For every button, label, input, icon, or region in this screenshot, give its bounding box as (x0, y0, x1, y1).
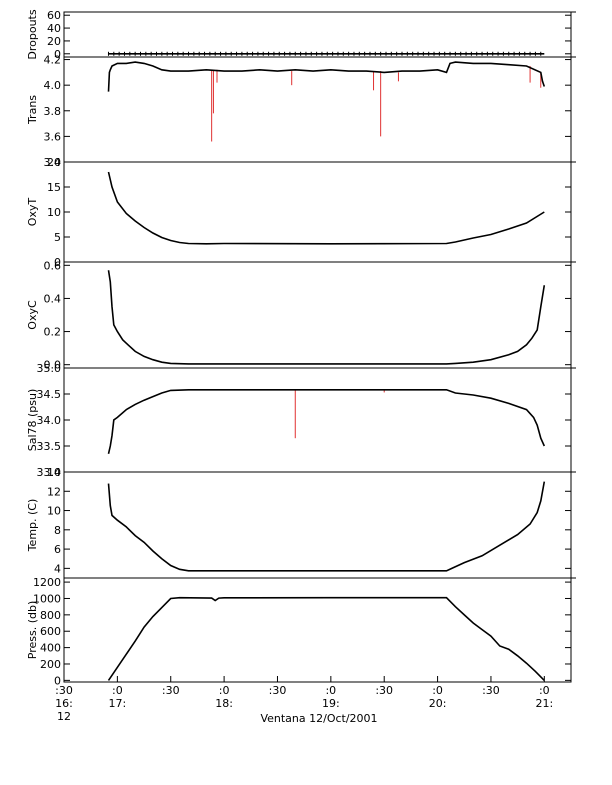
y-tick-label: 34.5 (37, 388, 62, 401)
y-tick-label: 20 (47, 35, 61, 48)
panel-frame (63, 56, 572, 163)
y-axis-label: Trans (26, 95, 39, 125)
series-line (107, 171, 545, 245)
y-tick-label: 40 (47, 22, 61, 35)
chart-caption: Ventana 12/Oct/2001 (260, 712, 377, 725)
x-tick-label: :0 (432, 684, 443, 697)
panel-frame (63, 471, 572, 579)
y-tick-label: 60 (47, 9, 61, 22)
series-line (107, 270, 546, 365)
panel-frame (63, 261, 572, 369)
series-line (107, 596, 545, 681)
y-tick-label: 33.5 (37, 440, 62, 453)
y-tick-label: 12 (47, 485, 61, 498)
series-line (107, 61, 546, 92)
panel-7: 1200 1000 800 600 400 200 0 Press. (db) (26, 576, 576, 687)
y-tick-label: 8 (54, 524, 61, 537)
y-tick-label: 0.0 (44, 359, 62, 372)
x-tick-label: :0 (219, 684, 230, 697)
y-axis-label: Sal78 (psu) (26, 389, 39, 452)
series-line (107, 388, 546, 454)
y-tick-label: 0 (54, 48, 61, 61)
panel-6: 14 12 10 8 6 4 Temp. (C) (26, 466, 576, 579)
y-tick-label: 1200 (33, 576, 61, 589)
y-tick-label: 6 (54, 543, 61, 556)
y-tick-label: 4.0 (44, 79, 62, 92)
panel-frame (63, 577, 572, 683)
y-tick-label: 14 (47, 466, 61, 479)
x-tick-label: :30 (375, 684, 393, 697)
panel-2: 4.2 4.0 3.8 3.6 3.4 Trans (26, 54, 576, 169)
x-tick-label: :30 (162, 684, 180, 697)
x-tick-label: :0 (539, 684, 550, 697)
y-tick-label: 15 (47, 181, 61, 194)
y-tick-label: 0.4 (44, 292, 62, 305)
x-tick-label-hour: 21: (535, 697, 553, 710)
x-tick-label-hour: 18: (215, 697, 233, 710)
panel-5: 35.0 34.5 34.0 33.5 33.0 Sal78 (psu) (26, 362, 576, 479)
x-start-label: :30 (55, 684, 73, 697)
x-tick-label: :30 (269, 684, 287, 697)
y-axis-label: OxyC (26, 300, 39, 330)
y-tick-label: 400 (40, 642, 61, 655)
y-tick-label: 20 (47, 156, 61, 169)
x-tick-label-hour: 20: (429, 697, 447, 710)
x-tick-label-hour: 17: (109, 697, 127, 710)
x-tick-label: :0 (112, 684, 123, 697)
y-tick-label: 0.6 (44, 259, 62, 272)
y-axis-label: Dropouts (26, 9, 39, 59)
y-tick-label: 33.0 (37, 466, 62, 479)
y-tick-label: 35.0 (37, 362, 62, 375)
y-tick-label: 34.0 (37, 414, 62, 427)
panel-frame (63, 161, 572, 263)
y-tick-label: 0 (54, 256, 61, 269)
chart-panels: 6040200Dropouts4.24.03.83.63.4Trans20151… (26, 9, 576, 687)
y-tick-label: 10 (47, 505, 61, 518)
y-tick-label: 3.8 (44, 105, 62, 118)
x-start-label: 16: (55, 697, 73, 710)
y-tick-label: 3.6 (44, 130, 62, 143)
y-tick-label: 0.2 (44, 326, 62, 339)
x-start-label: 12 (57, 710, 71, 723)
y-tick-label: 4.2 (44, 54, 62, 67)
y-tick-label: 0 (54, 674, 61, 687)
panel-3: 20 15 10 5 0 OxyT (26, 156, 576, 269)
y-tick-label: 1000 (33, 592, 61, 605)
x-tick-label-hour: 19: (322, 697, 340, 710)
x-tick-label: :30 (482, 684, 500, 697)
x-axis: :017::30:018::30:019::30:020::30:021::30… (55, 676, 553, 723)
y-tick-label: 800 (40, 609, 61, 622)
y-axis-label: Temp. (C) (26, 499, 39, 553)
y-tick-label: 200 (40, 658, 61, 671)
panel-4: 0.6 0.4 0.2 0.0 OxyC (26, 259, 576, 372)
x-tick-label: :0 (325, 684, 336, 697)
y-axis-label: Press. (db) (26, 601, 39, 660)
panel-frame (63, 367, 572, 473)
y-tick-label: 10 (47, 206, 61, 219)
y-tick-label: 600 (40, 625, 61, 638)
series-line (107, 481, 546, 572)
y-tick-label: 4 (54, 562, 61, 575)
y-axis-label: OxyT (26, 198, 39, 227)
y-tick-label: 5 (54, 231, 61, 244)
panel-frame (63, 11, 572, 58)
y-tick-label: 3.4 (44, 156, 62, 169)
